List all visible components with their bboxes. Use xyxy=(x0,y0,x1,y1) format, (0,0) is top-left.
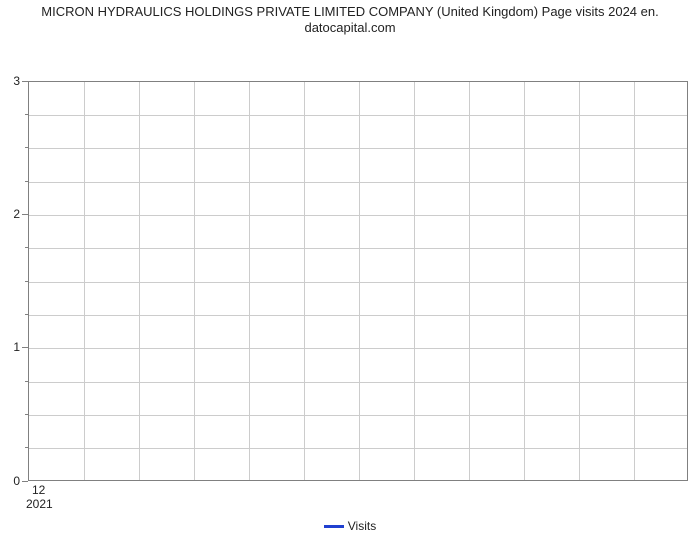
chart-title: MICRON HYDRAULICS HOLDINGS PRIVATE LIMIT… xyxy=(0,0,700,39)
y-axis-tick-major xyxy=(22,81,28,82)
y-axis-tick-minor xyxy=(25,114,28,115)
gridline-vertical xyxy=(359,82,360,480)
gridline-horizontal xyxy=(29,248,687,249)
gridline-vertical xyxy=(304,82,305,480)
x-axis-label-year: 2021 xyxy=(26,497,53,511)
y-axis-tick-major xyxy=(22,481,28,482)
legend: Visits xyxy=(0,519,700,533)
y-axis-label: 2 xyxy=(13,207,20,221)
gridline-vertical xyxy=(524,82,525,480)
gridline-vertical xyxy=(634,82,635,480)
gridline-vertical xyxy=(194,82,195,480)
plot-area: 0123122021Visits xyxy=(0,39,700,539)
legend-label: Visits xyxy=(348,519,376,533)
gridline-vertical xyxy=(249,82,250,480)
y-axis-tick-major xyxy=(22,347,28,348)
y-axis-label: 3 xyxy=(13,74,20,88)
y-axis-tick-minor xyxy=(25,381,28,382)
gridline-horizontal xyxy=(29,282,687,283)
gridline-horizontal xyxy=(29,148,687,149)
chart-container: MICRON HYDRAULICS HOLDINGS PRIVATE LIMIT… xyxy=(0,0,700,500)
y-axis-label: 0 xyxy=(13,474,20,488)
y-axis-tick-minor xyxy=(25,247,28,248)
gridline-horizontal xyxy=(29,415,687,416)
gridline-vertical xyxy=(469,82,470,480)
gridline-horizontal xyxy=(29,215,687,216)
y-axis-tick-minor xyxy=(25,314,28,315)
gridline-vertical xyxy=(139,82,140,480)
gridline-horizontal xyxy=(29,315,687,316)
gridline-horizontal xyxy=(29,382,687,383)
gridline-horizontal xyxy=(29,115,687,116)
legend-swatch xyxy=(324,525,344,528)
x-axis-label-month: 12 xyxy=(32,483,45,497)
gridline-horizontal xyxy=(29,182,687,183)
gridline-vertical xyxy=(84,82,85,480)
plot-frame xyxy=(28,81,688,481)
title-line-2: datocapital.com xyxy=(304,20,395,35)
y-axis-tick-minor xyxy=(25,414,28,415)
y-axis-tick-minor xyxy=(25,181,28,182)
gridline-horizontal xyxy=(29,448,687,449)
y-axis-tick-minor xyxy=(25,147,28,148)
y-axis-tick-minor xyxy=(25,281,28,282)
gridline-vertical xyxy=(414,82,415,480)
y-axis-tick-minor xyxy=(25,447,28,448)
y-axis-label: 1 xyxy=(13,340,20,354)
gridline-vertical xyxy=(579,82,580,480)
gridline-horizontal xyxy=(29,348,687,349)
y-axis-tick-major xyxy=(22,214,28,215)
title-line-1: MICRON HYDRAULICS HOLDINGS PRIVATE LIMIT… xyxy=(41,4,658,19)
